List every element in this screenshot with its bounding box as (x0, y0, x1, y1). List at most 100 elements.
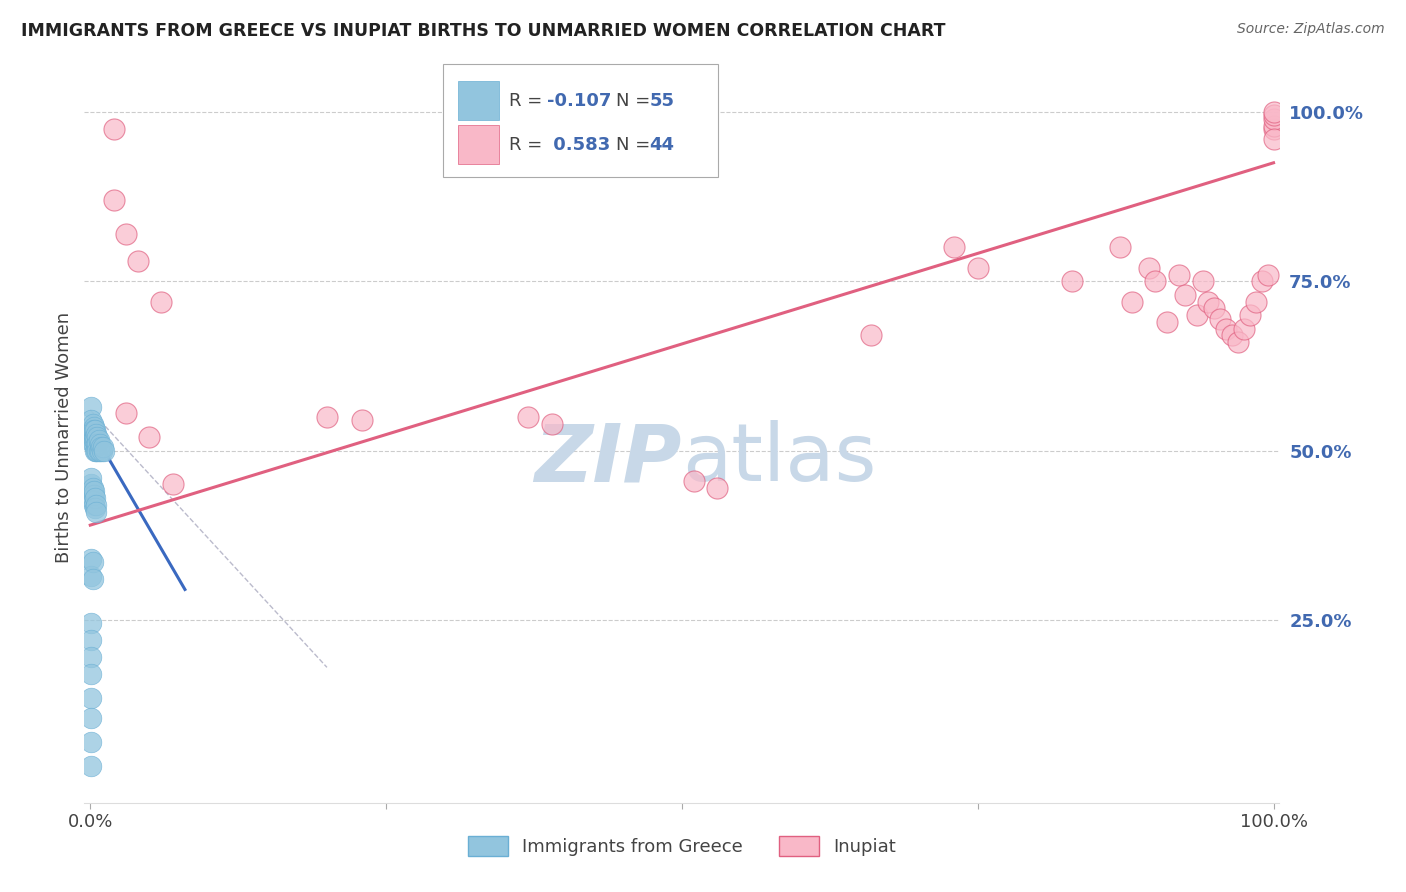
Point (1263, 132, 1285, 146)
Point (80, 471, 103, 485)
Point (1239, 308, 1261, 322)
Point (1137, 260, 1160, 275)
Point (80, 633, 103, 648)
Point (1209, 311, 1232, 326)
Point (84, 437, 107, 451)
Point (83, 484, 105, 499)
Point (1121, 294, 1143, 309)
Point (80, 569, 103, 583)
FancyBboxPatch shape (458, 125, 499, 164)
Point (80, 735, 103, 749)
Text: ZIP: ZIP (534, 420, 682, 498)
Point (138, 430, 160, 444)
Point (1215, 322, 1237, 336)
Point (1144, 274, 1167, 288)
Point (82, 417, 104, 431)
Legend: Immigrants from Greece, Inupiat: Immigrants from Greece, Inupiat (461, 829, 903, 863)
Point (1263, 122, 1285, 136)
Point (80, 488, 103, 502)
Text: -0.107: -0.107 (547, 92, 612, 110)
Point (860, 328, 883, 343)
Text: 55: 55 (650, 92, 675, 110)
Point (83, 430, 105, 444)
Point (1108, 240, 1130, 254)
Point (943, 240, 966, 254)
Point (1156, 315, 1178, 329)
Point (1167, 268, 1189, 282)
FancyBboxPatch shape (458, 81, 499, 120)
Point (80, 400, 103, 414)
Point (1185, 308, 1208, 322)
Point (84, 498, 107, 512)
Text: Source: ZipAtlas.com: Source: ZipAtlas.com (1237, 22, 1385, 37)
Point (84, 505, 107, 519)
Point (91, 443, 114, 458)
Point (82, 572, 104, 586)
Point (84, 443, 107, 458)
Point (1257, 268, 1279, 282)
Point (1244, 294, 1267, 309)
Point (1198, 294, 1220, 309)
Point (80, 758, 103, 772)
Text: N =: N = (616, 92, 657, 110)
Text: atlas: atlas (682, 420, 876, 498)
Point (89, 443, 111, 458)
Point (80, 477, 103, 491)
Point (87, 443, 110, 458)
Point (87, 434, 110, 448)
FancyBboxPatch shape (443, 64, 718, 178)
Point (84, 501, 107, 516)
Point (83, 437, 105, 451)
Point (82, 555, 104, 569)
Point (1263, 119, 1285, 133)
Point (82, 481, 104, 495)
Point (80, 711, 103, 725)
Point (80, 616, 103, 631)
Point (150, 294, 173, 309)
Point (86, 430, 108, 444)
Point (80, 552, 103, 566)
Point (1062, 274, 1084, 288)
Point (80, 667, 103, 681)
Point (83, 420, 105, 434)
Point (1227, 335, 1250, 350)
Point (83, 423, 105, 437)
Point (82, 494, 104, 508)
Text: 0.583: 0.583 (547, 136, 610, 153)
Point (1263, 108, 1285, 122)
Point (1263, 112, 1285, 126)
Point (86, 437, 108, 451)
Point (127, 254, 149, 268)
Point (114, 227, 136, 241)
Point (84, 491, 107, 505)
Point (540, 417, 562, 431)
Point (1250, 274, 1272, 288)
Point (80, 690, 103, 705)
Point (91, 440, 114, 454)
Point (82, 423, 104, 437)
Point (682, 474, 704, 488)
Y-axis label: Births to Unmarried Women: Births to Unmarried Women (55, 311, 73, 563)
Point (517, 409, 540, 424)
Point (966, 260, 988, 275)
Point (84, 423, 107, 437)
Text: IMMIGRANTS FROM GREECE VS INUPIAT BIRTHS TO UNMARRIED WOMEN CORRELATION CHART: IMMIGRANTS FROM GREECE VS INUPIAT BIRTHS… (21, 22, 946, 40)
Point (352, 413, 374, 427)
Point (1233, 322, 1256, 336)
Point (1174, 288, 1197, 302)
Point (706, 481, 728, 495)
Point (93, 443, 115, 458)
Point (82, 484, 104, 499)
Point (83, 488, 105, 502)
Point (82, 426, 104, 441)
Text: R =: R = (509, 92, 547, 110)
Point (84, 443, 107, 458)
Text: N =: N = (616, 136, 657, 153)
Point (316, 409, 339, 424)
Point (80, 413, 103, 427)
Point (84, 434, 107, 448)
Point (1220, 328, 1243, 343)
Point (83, 498, 105, 512)
Point (114, 406, 136, 420)
Point (80, 423, 103, 437)
